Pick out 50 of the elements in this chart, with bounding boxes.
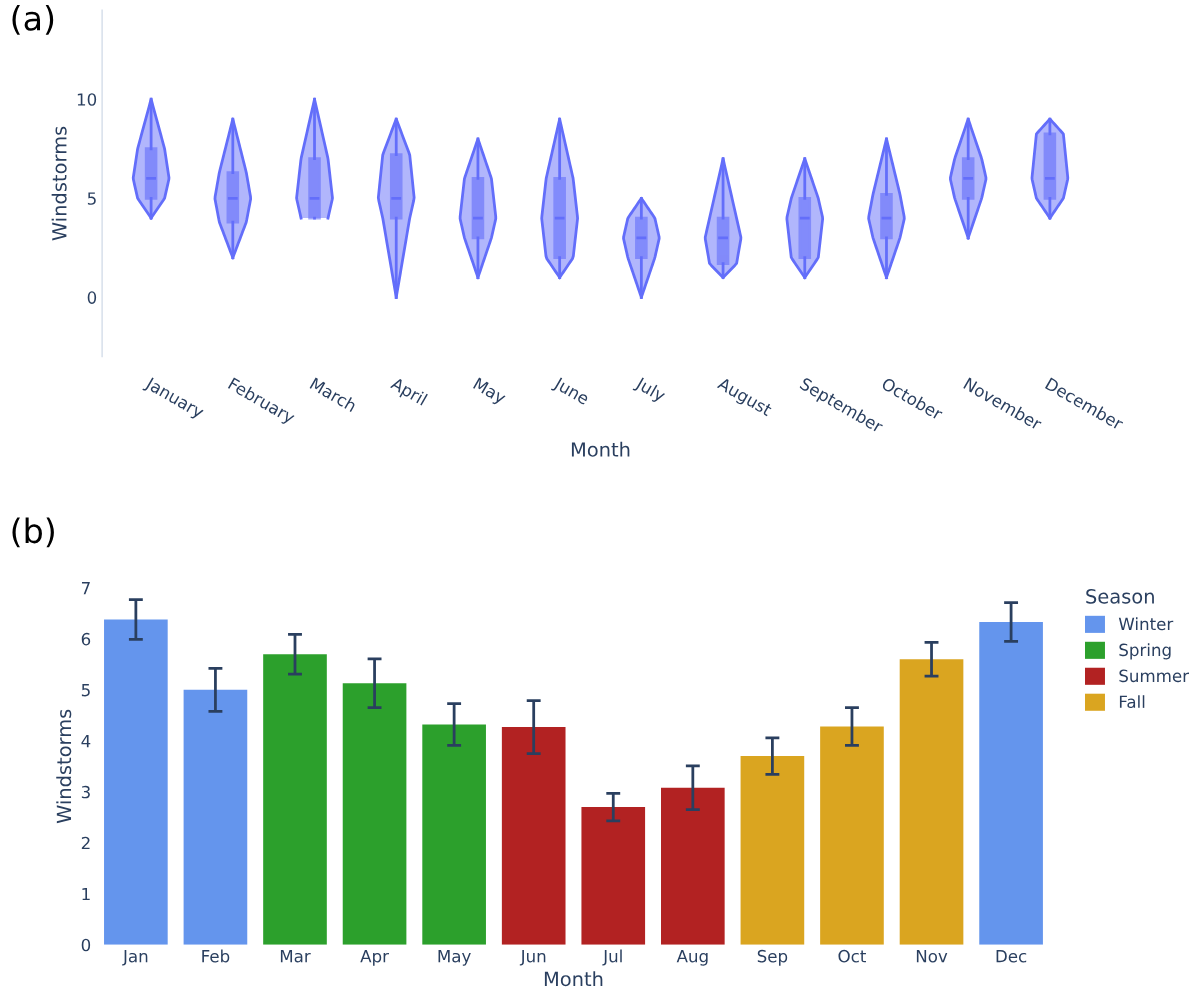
legend-title: Season (1086, 589, 1154, 604)
y-tick-label: 4 (81, 735, 91, 748)
x-tick-label: Apr (360, 950, 389, 966)
x-tick-label: Jan (122, 950, 148, 966)
x-tick-label: Mar (280, 950, 311, 963)
y-tick-label: 2 (81, 836, 90, 850)
x-tick-label: May (471, 377, 508, 408)
bar (104, 619, 168, 945)
bar (820, 726, 884, 945)
legend-label: Winter (1118, 617, 1174, 631)
y-tick-label: 7 (81, 582, 90, 595)
x-tick-label: Aug (676, 950, 708, 966)
bar (899, 659, 964, 945)
y-axis-title: Windstorms (56, 709, 72, 824)
x-tick-label: Jun (519, 950, 546, 966)
bar (342, 683, 407, 945)
bar (263, 654, 327, 945)
x-tick-label: July (632, 375, 667, 405)
bar (740, 756, 805, 945)
bar (979, 622, 1043, 945)
bar (501, 727, 566, 945)
chart-title: (b) (12, 517, 54, 548)
legend-label: Fall (1119, 695, 1145, 709)
y-tick-label: 5 (87, 192, 96, 205)
bar (422, 724, 486, 945)
chart-title: (a) (12, 5, 54, 35)
y-tick-label: 0 (87, 291, 97, 304)
bar (661, 787, 725, 945)
y-axis-title: Windstorms (51, 126, 67, 241)
legend-label: Summer (1119, 669, 1190, 683)
y-tick-label: 5 (81, 684, 90, 697)
x-tick-label: Dec (996, 950, 1027, 963)
x-tick-label: Oct (838, 949, 866, 963)
y-tick-label: 6 (81, 632, 91, 646)
y-tick-label: 3 (81, 785, 90, 799)
legend-label: Spring (1119, 643, 1171, 660)
y-tick-label: 10 (77, 93, 97, 106)
y-tick-label: 1 (82, 887, 90, 901)
x-axis-title: Month (544, 971, 603, 987)
x-tick-label: April (388, 376, 428, 409)
x-tick-label: Jul (602, 949, 622, 966)
y-tick-label: 0 (81, 938, 91, 952)
bar (581, 807, 646, 945)
x-tick-label: Feb (202, 949, 230, 963)
x-tick-label: Sep (757, 949, 788, 966)
x-tick-label: Nov (916, 950, 948, 963)
x-tick-label: May (438, 950, 471, 966)
x-axis-title: Month (571, 441, 630, 457)
bar (183, 689, 248, 945)
x-tick-label: June (550, 376, 591, 408)
